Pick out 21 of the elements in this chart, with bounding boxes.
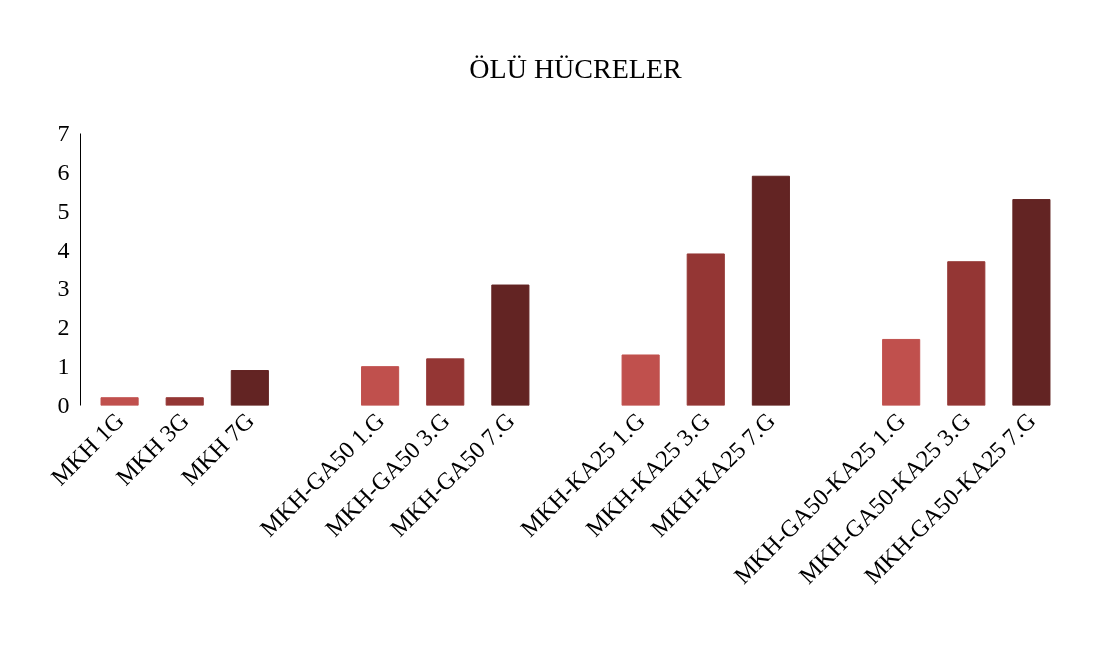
y-tick-label: 4 [57,236,70,263]
y-tick-label: 5 [57,197,70,224]
bar [1012,199,1051,406]
y-tick-label: 3 [57,275,70,302]
bar [361,366,400,406]
bar [426,358,465,406]
bar [947,261,986,406]
bar [621,354,660,406]
y-tick-label: 6 [57,158,70,185]
y-tick-label: 0 [57,392,70,418]
y-tick-label: 2 [57,314,70,341]
chart-title: ÖLÜ HÜCRELER [469,52,682,84]
bar [491,284,530,406]
y-tick-label: 7 [57,120,70,146]
bar [100,397,139,406]
bar [686,253,725,406]
bar [230,370,269,406]
y-tick-label: 1 [57,353,70,380]
bar [751,175,790,406]
bar [165,397,204,406]
bar [882,338,921,406]
